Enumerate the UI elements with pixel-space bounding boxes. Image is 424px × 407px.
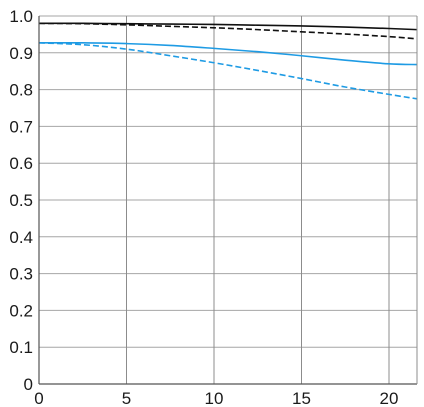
grid: [39, 15, 417, 384]
y-tick-label: 0.6: [9, 154, 33, 173]
y-tick-label: 0.8: [9, 81, 33, 100]
x-tick-label: 5: [122, 389, 131, 407]
y-tick-label: 1.0: [9, 7, 33, 26]
series-line-4-dashed: [38, 42, 418, 100]
y-tick-label: 0: [24, 375, 33, 394]
axes: [38, 16, 418, 385]
x-tick-label: 0: [34, 389, 43, 407]
x-tick-label: 15: [292, 389, 311, 407]
x-tick-label: 10: [205, 389, 224, 407]
y-tick-label: 0.7: [9, 117, 33, 136]
y-tick-label: 0.1: [9, 338, 33, 357]
series-line-3-solid: [38, 42, 418, 66]
tick-labels: 0 0.1 0.2 0.3 0.4 0.5 0.6 0.7 0.8 0.9 1.0 0 5 10 15 20: [9, 7, 398, 407]
y-tick-label: 0.9: [9, 44, 33, 63]
y-tick-label: 0.2: [9, 301, 33, 320]
y-tick-label: 0.5: [9, 191, 33, 210]
y-tick-label: 0.3: [9, 265, 33, 284]
x-tick-label: 20: [380, 389, 399, 407]
series-line-2-dashed: [38, 22, 418, 40]
y-tick-label: 0.4: [9, 228, 33, 247]
series-group: [38, 22, 418, 100]
